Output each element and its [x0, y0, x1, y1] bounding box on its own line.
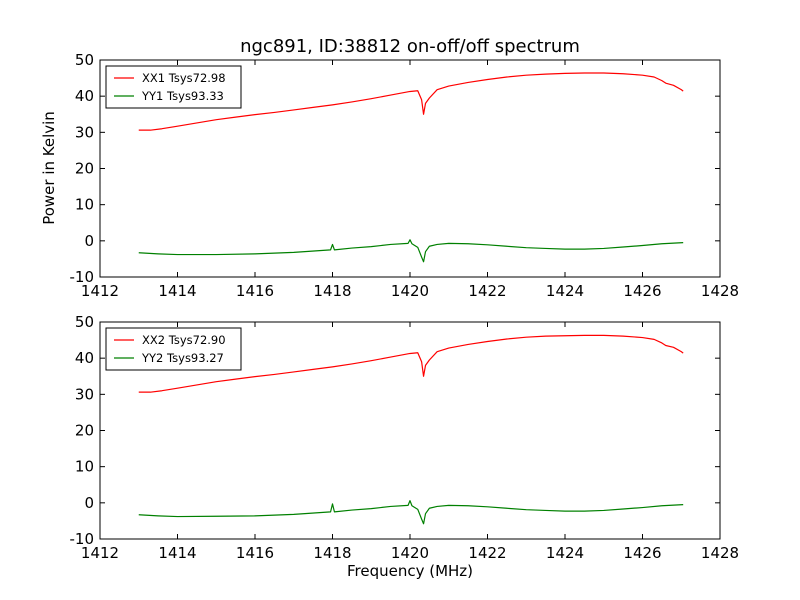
bottom-plot-panel: 1412 1414 1416 1418 1420 1422 1424 1426 1428 -10 0…	[70, 313, 740, 562]
x-tick-label: 1414	[158, 544, 196, 562]
x-tick-label: 1426	[623, 282, 661, 300]
legend-label: YY1 Tsys93.33	[141, 89, 224, 103]
legend-box	[105, 65, 242, 109]
x-tick-label: 1416	[236, 544, 274, 562]
x-tick-label: 1424	[546, 282, 584, 300]
y-tick-label: 10	[75, 196, 94, 214]
x-tick-label: 1428	[701, 544, 739, 562]
y-tick-label: 10	[75, 458, 94, 476]
series-line-xx	[138, 72, 684, 131]
x-tick-label: 1426	[623, 544, 661, 562]
legend: XX1 Tsys72.98 YY1 Tsys93.33	[105, 65, 242, 109]
x-tick-label: 1418	[313, 544, 351, 562]
y-tick-label: 0	[84, 232, 94, 250]
y-tick-label: -10	[70, 530, 95, 548]
x-tick-label: 1412	[81, 544, 119, 562]
x-tick-label: 1412	[81, 282, 119, 300]
series-lines	[138, 334, 684, 525]
series-line-yy	[138, 500, 684, 525]
x-tick-label: 1420	[391, 544, 429, 562]
y-tick-label: 0	[84, 494, 94, 512]
series-line-yy	[138, 239, 684, 263]
x-tick-label: 1422	[468, 544, 506, 562]
y-tick-label: 20	[75, 160, 94, 178]
x-tick-label: 1420	[391, 282, 429, 300]
x-tick-label: 1424	[546, 544, 584, 562]
y-tick-label: 40	[75, 87, 94, 105]
y-tick-label: 50	[75, 51, 94, 69]
series-line-xx	[138, 334, 684, 393]
y-tick-label: 30	[75, 385, 94, 403]
y-tick-label: -10	[70, 268, 95, 286]
chart-title: ngc891, ID:38812 on-off/off spectrum	[240, 36, 580, 57]
legend-label: XX2 Tsys72.90	[142, 333, 226, 347]
y-tick-label: 30	[75, 123, 94, 141]
series-lines	[138, 72, 684, 263]
legend-label: XX1 Tsys72.98	[142, 71, 226, 85]
x-axis-label: Frequency (MHz)	[347, 562, 473, 580]
legend: XX2 Tsys72.90 YY2 Tsys93.27	[105, 327, 242, 371]
y-axis-label: Power in Kelvin	[40, 111, 58, 225]
y-tick-label: 40	[75, 349, 94, 367]
x-tick-label: 1418	[313, 282, 351, 300]
legend-label: YY2 Tsys93.27	[141, 351, 224, 365]
y-tick-label: 50	[75, 313, 94, 331]
x-tick-label: 1428	[701, 282, 739, 300]
x-tick-label: 1414	[158, 282, 196, 300]
y-tick-label: 20	[75, 422, 94, 440]
top-plot-panel: 1412 1414 1416 1418 1420 1422 1424 1426 1428 -10 0…	[70, 51, 740, 300]
x-tick-label: 1416	[236, 282, 274, 300]
legend-box	[105, 327, 242, 371]
x-tick-label: 1422	[468, 282, 506, 300]
